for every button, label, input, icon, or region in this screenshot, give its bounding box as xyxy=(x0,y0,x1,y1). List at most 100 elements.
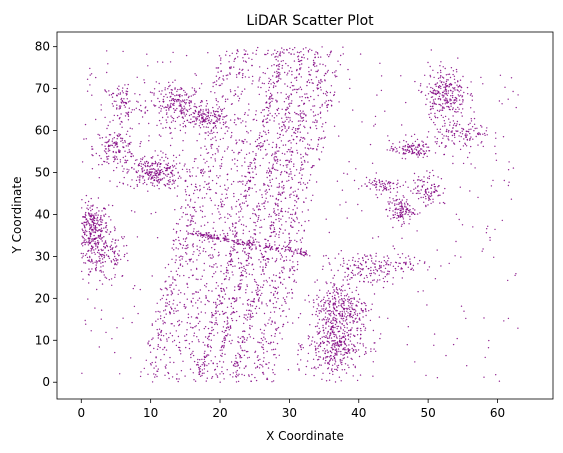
data-point xyxy=(269,227,271,229)
data-point xyxy=(321,378,323,380)
data-point xyxy=(230,206,233,208)
data-point xyxy=(116,142,118,144)
data-point xyxy=(427,146,430,148)
data-point xyxy=(302,156,304,158)
data-point xyxy=(344,320,346,322)
data-point xyxy=(173,160,175,162)
data-point xyxy=(449,109,451,111)
data-point xyxy=(348,287,351,290)
data-point xyxy=(159,171,161,173)
data-point xyxy=(350,298,352,300)
data-point xyxy=(115,245,118,247)
data-point xyxy=(303,159,306,162)
data-point xyxy=(175,330,177,332)
data-point xyxy=(274,151,276,153)
data-point xyxy=(365,274,368,277)
data-point xyxy=(104,222,107,224)
data-point xyxy=(285,315,287,318)
data-point xyxy=(141,116,144,118)
data-point xyxy=(200,120,202,123)
data-point xyxy=(437,98,439,100)
data-point xyxy=(274,49,276,51)
data-point xyxy=(190,223,192,226)
data-point xyxy=(118,85,120,87)
data-point xyxy=(307,335,310,337)
data-point xyxy=(255,367,257,369)
data-point xyxy=(89,242,91,245)
data-point xyxy=(454,82,456,84)
data-point xyxy=(159,172,162,174)
data-point xyxy=(279,133,281,136)
data-point xyxy=(237,364,239,366)
data-point xyxy=(405,206,407,208)
data-point xyxy=(276,160,279,162)
data-point xyxy=(194,380,197,382)
data-point xyxy=(445,80,448,83)
data-point xyxy=(326,110,329,112)
data-point xyxy=(87,200,90,203)
data-point xyxy=(398,262,400,264)
data-point xyxy=(158,333,160,336)
data-point xyxy=(98,256,100,258)
data-point xyxy=(444,187,446,190)
data-point xyxy=(290,288,293,291)
data-point xyxy=(233,289,236,291)
data-point xyxy=(333,302,336,304)
data-point xyxy=(394,146,396,149)
data-point xyxy=(281,266,283,269)
data-point xyxy=(185,334,188,336)
data-point xyxy=(233,243,235,246)
data-point xyxy=(134,159,137,161)
data-point xyxy=(217,71,219,73)
data-point xyxy=(214,160,217,162)
data-point xyxy=(389,207,391,209)
data-point xyxy=(155,356,157,358)
data-point xyxy=(176,116,179,119)
data-point xyxy=(226,323,228,325)
data-point xyxy=(274,296,276,299)
data-point xyxy=(405,201,408,203)
data-point xyxy=(264,259,266,261)
data-point xyxy=(348,302,350,304)
data-point xyxy=(311,367,313,369)
data-point xyxy=(446,94,449,97)
data-point xyxy=(412,269,415,271)
data-point xyxy=(338,300,340,302)
data-point xyxy=(242,330,244,333)
data-point xyxy=(274,113,276,115)
data-point xyxy=(263,125,265,128)
data-point xyxy=(113,157,116,159)
data-point xyxy=(465,136,467,138)
data-point xyxy=(420,83,422,85)
data-point xyxy=(340,303,343,305)
data-point xyxy=(127,83,129,86)
data-point xyxy=(199,371,202,373)
data-point xyxy=(263,336,265,338)
data-point xyxy=(322,357,325,359)
data-point xyxy=(275,145,278,147)
data-point xyxy=(206,123,209,125)
data-point xyxy=(170,306,172,308)
data-point xyxy=(314,349,317,351)
data-point xyxy=(267,121,269,123)
data-point xyxy=(242,270,244,272)
data-point xyxy=(239,357,241,359)
data-point xyxy=(242,250,244,252)
data-point xyxy=(246,182,248,185)
data-point xyxy=(161,105,164,108)
data-point xyxy=(362,259,364,262)
data-point xyxy=(296,240,298,243)
data-point xyxy=(276,292,278,295)
data-point xyxy=(269,170,271,173)
data-point xyxy=(114,229,116,232)
data-point xyxy=(285,109,287,111)
data-point xyxy=(305,115,307,117)
data-point xyxy=(181,247,184,249)
data-point xyxy=(164,322,166,324)
data-point xyxy=(246,357,249,359)
data-point xyxy=(209,345,212,347)
data-point xyxy=(126,87,128,90)
data-point xyxy=(260,273,262,276)
data-point xyxy=(116,114,119,117)
data-point xyxy=(184,163,186,165)
